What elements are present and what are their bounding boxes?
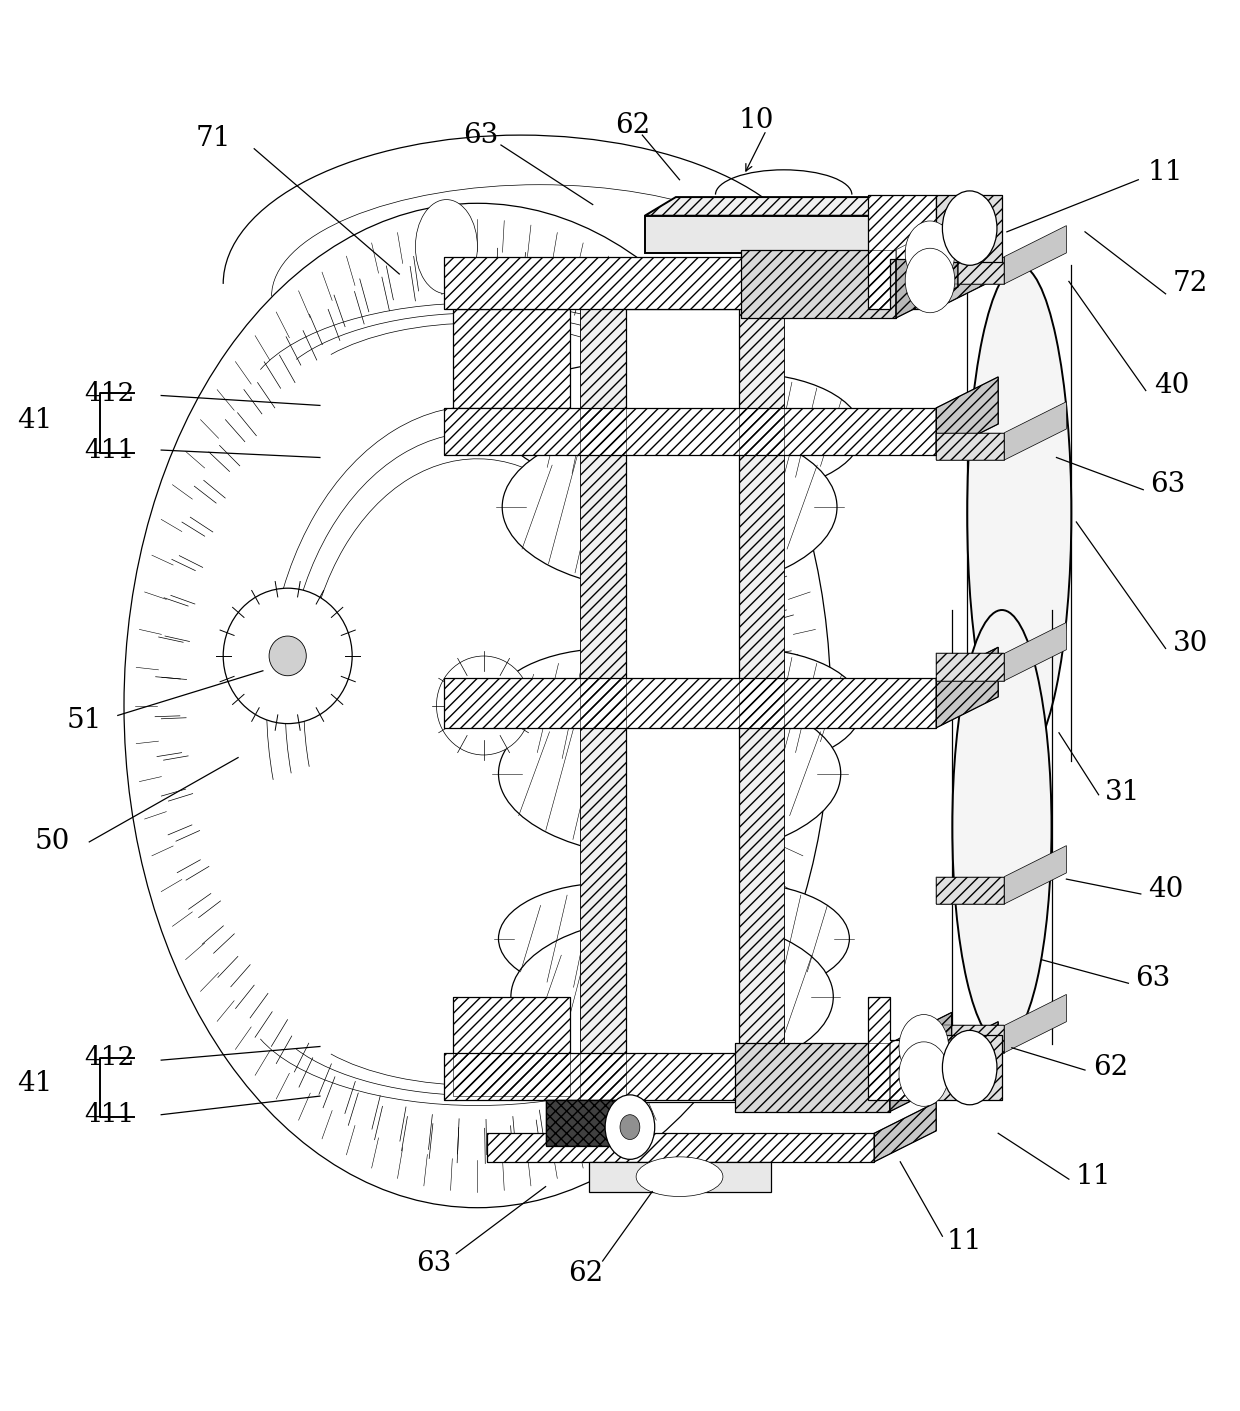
Polygon shape <box>487 1133 874 1161</box>
Polygon shape <box>936 226 998 309</box>
Text: 412: 412 <box>84 381 134 405</box>
Polygon shape <box>444 1053 936 1099</box>
Polygon shape <box>936 876 1004 904</box>
Ellipse shape <box>626 373 862 492</box>
Ellipse shape <box>502 363 738 483</box>
Polygon shape <box>936 1026 1004 1053</box>
Text: 10: 10 <box>739 107 774 134</box>
Ellipse shape <box>436 656 531 755</box>
Ellipse shape <box>269 636 306 676</box>
Ellipse shape <box>511 916 833 1078</box>
Polygon shape <box>924 198 955 260</box>
Polygon shape <box>742 250 895 317</box>
Polygon shape <box>444 257 936 309</box>
Ellipse shape <box>905 222 955 285</box>
Ellipse shape <box>942 190 997 265</box>
Ellipse shape <box>952 610 1052 1044</box>
Polygon shape <box>895 219 959 317</box>
Ellipse shape <box>626 649 862 768</box>
Text: 41: 41 <box>17 406 52 433</box>
Polygon shape <box>598 309 754 408</box>
Polygon shape <box>890 1013 952 1112</box>
Polygon shape <box>546 1099 645 1146</box>
Polygon shape <box>1004 226 1066 284</box>
Text: 72: 72 <box>1173 271 1208 298</box>
Polygon shape <box>936 648 998 728</box>
Polygon shape <box>936 1022 998 1099</box>
Polygon shape <box>444 679 936 728</box>
Ellipse shape <box>502 423 837 591</box>
Ellipse shape <box>626 883 849 995</box>
Polygon shape <box>936 653 1004 680</box>
Ellipse shape <box>498 883 722 995</box>
Text: 63: 63 <box>1136 965 1171 992</box>
Polygon shape <box>626 309 739 1102</box>
Polygon shape <box>936 257 1004 284</box>
Ellipse shape <box>605 1095 655 1160</box>
Polygon shape <box>645 198 924 216</box>
Polygon shape <box>936 1036 1002 1099</box>
Text: 11: 11 <box>947 1228 982 1254</box>
Text: 63: 63 <box>464 121 498 148</box>
Text: 30: 30 <box>1173 629 1208 658</box>
Polygon shape <box>580 309 626 1102</box>
Polygon shape <box>1004 402 1066 460</box>
Text: 50: 50 <box>35 828 69 855</box>
Text: 31: 31 <box>1105 779 1140 806</box>
Text: 412: 412 <box>84 1046 134 1070</box>
Polygon shape <box>1004 995 1066 1053</box>
Polygon shape <box>453 998 570 1096</box>
Text: 11: 11 <box>1076 1163 1111 1191</box>
Polygon shape <box>645 216 924 253</box>
Ellipse shape <box>223 588 352 724</box>
Polygon shape <box>734 1043 890 1112</box>
Polygon shape <box>868 195 936 309</box>
Polygon shape <box>936 433 1004 460</box>
Polygon shape <box>453 309 570 408</box>
Ellipse shape <box>942 1030 997 1105</box>
Text: 62: 62 <box>615 111 650 138</box>
Polygon shape <box>739 309 784 1102</box>
Polygon shape <box>1004 622 1066 680</box>
Text: 411: 411 <box>84 437 134 463</box>
Text: 11: 11 <box>1148 159 1183 186</box>
Polygon shape <box>936 195 1002 261</box>
Ellipse shape <box>967 265 1071 762</box>
Text: 51: 51 <box>67 707 102 734</box>
Polygon shape <box>444 408 936 454</box>
Text: 40: 40 <box>1148 875 1183 903</box>
Polygon shape <box>874 1102 936 1161</box>
Text: 63: 63 <box>1151 471 1185 498</box>
Ellipse shape <box>415 199 477 293</box>
Text: 411: 411 <box>84 1102 134 1127</box>
Text: 41: 41 <box>17 1070 52 1098</box>
Ellipse shape <box>620 1115 640 1140</box>
Ellipse shape <box>899 1015 949 1079</box>
Text: 62: 62 <box>1094 1054 1128 1081</box>
Polygon shape <box>1004 845 1066 904</box>
Text: 71: 71 <box>196 126 231 152</box>
Polygon shape <box>936 377 998 454</box>
Text: 63: 63 <box>417 1250 451 1277</box>
Ellipse shape <box>492 649 728 768</box>
Text: 62: 62 <box>568 1260 603 1287</box>
Ellipse shape <box>498 690 841 858</box>
Text: 40: 40 <box>1154 373 1189 399</box>
Polygon shape <box>589 1161 771 1191</box>
Ellipse shape <box>636 1157 723 1197</box>
Ellipse shape <box>899 1041 949 1106</box>
Ellipse shape <box>905 248 955 313</box>
Polygon shape <box>868 998 936 1099</box>
